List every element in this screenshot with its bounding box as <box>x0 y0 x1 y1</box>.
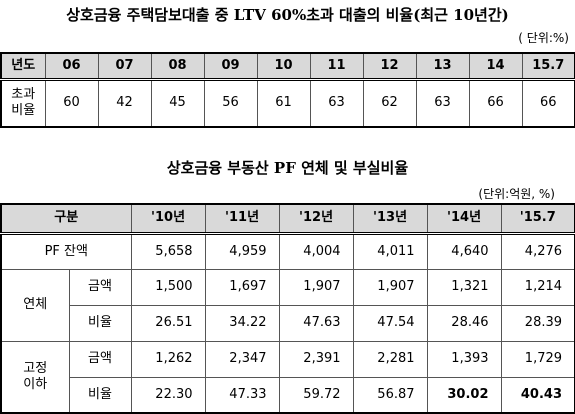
value-cell: 40.43 <box>500 376 575 414</box>
row-label: 금액 <box>68 340 132 378</box>
header-cell: 07 <box>97 52 152 81</box>
header-cell: 년도 <box>0 52 46 81</box>
data-row: 연체 금액 1,500 1,697 1,907 1,907 1,321 1,214 <box>0 268 575 342</box>
value-cell: 34.22 <box>204 304 280 342</box>
value-cell: 47.54 <box>352 304 428 342</box>
value-cell: 1,393 <box>426 340 502 378</box>
row-label: 비율 <box>68 304 132 342</box>
table1-unit: ( 단위:%) <box>518 31 569 45</box>
value-cell: 63 <box>309 78 364 128</box>
value-cell: 1,907 <box>278 268 354 306</box>
table2-title: 상호금융 부동산 PF 연체 및 부실비율 <box>166 159 409 177</box>
header-cell: '13년 <box>352 203 428 235</box>
table1-title: 상호금융 주택담보대출 중 LTV 60%초과 대출의 비율(최근 10년간) <box>66 6 509 24</box>
row-label: PF 잔액 <box>0 232 132 270</box>
value-cell: 2,347 <box>204 340 280 378</box>
ltv-table: 년도 06 07 08 09 10 11 12 13 14 15.7 초과 비율 60 42 45 56 61 63… <box>0 52 575 128</box>
data-row: 초과 비율 60 42 45 56 61 63 62 63 66 66 <box>0 78 575 128</box>
value-cell: 26.51 <box>130 304 206 342</box>
header-cell: '11년 <box>204 203 280 235</box>
value-cell: 66 <box>468 78 523 128</box>
pf-table: 구분 '10년 '11년 '12년 '13년 '14년 '15.7 PF 잔액 5,658 4,9… <box>0 203 575 414</box>
value-cell: 4,959 <box>204 232 280 270</box>
label-line: 연체 <box>23 297 48 312</box>
value-cell: 28.39 <box>500 304 575 342</box>
header-cell: 11 <box>309 52 364 81</box>
row-label: 비율 <box>68 376 132 414</box>
label-line: 이하 <box>23 376 48 392</box>
value-cell: 30.02 <box>426 376 502 414</box>
data-row: 비율 22.30 47.33 59.72 56.87 30.02 40.43 <box>1 376 575 414</box>
header-cell: 14 <box>468 52 523 81</box>
value-cell: 1,729 <box>500 340 575 378</box>
value-cell: 60 <box>44 78 99 128</box>
value-cell: 47.33 <box>204 376 280 414</box>
value-cell: 62 <box>362 78 417 128</box>
group-label: 연체 <box>0 268 70 342</box>
data-row: 고정 이하 금액 1,262 2,347 2,391 2,281 1,393 1,729 <box>0 340 575 414</box>
value-cell: 1,500 <box>130 268 206 306</box>
value-cell: 22.30 <box>130 376 206 414</box>
value-cell: 47.63 <box>278 304 354 342</box>
header-cell: 12 <box>362 52 417 81</box>
value-cell: 4,004 <box>278 232 354 270</box>
data-row: PF 잔액 5,658 4,959 4,004 4,011 4,640 4,276 <box>0 232 575 270</box>
row-label: 금액 <box>68 268 132 306</box>
value-cell: 66 <box>521 78 575 128</box>
label-line: 초과 <box>11 87 36 103</box>
value-cell: 2,391 <box>278 340 354 378</box>
value-cell: 4,276 <box>500 232 575 270</box>
header-row: 년도 06 07 08 09 10 11 12 13 14 15.7 <box>0 52 575 81</box>
value-cell: 1,907 <box>352 268 428 306</box>
row-label: 초과 비율 <box>0 78 46 128</box>
value-cell: 59.72 <box>278 376 354 414</box>
header-cell: '15.7 <box>500 203 575 235</box>
header-cell: 09 <box>203 52 258 81</box>
table2-unit: (단위:억원, %) <box>478 187 555 201</box>
value-cell: 4,640 <box>426 232 502 270</box>
value-cell: 56.87 <box>352 376 428 414</box>
header-cell: '10년 <box>130 203 206 235</box>
value-cell: 1,262 <box>130 340 206 378</box>
value-cell: 42 <box>97 78 152 128</box>
header-cell: 06 <box>44 52 99 81</box>
header-cell: 08 <box>150 52 205 81</box>
header-row: 구분 '10년 '11년 '12년 '13년 '14년 '15.7 <box>0 203 575 235</box>
value-cell: 2,281 <box>352 340 428 378</box>
value-cell: 1,214 <box>500 268 575 306</box>
value-cell: 1,697 <box>204 268 280 306</box>
value-cell: 4,011 <box>352 232 428 270</box>
data-row: 비율 26.51 34.22 47.63 47.54 28.46 28.39 <box>1 304 575 342</box>
value-cell: 45 <box>150 78 205 128</box>
value-cell: 56 <box>203 78 258 128</box>
value-cell: 5,658 <box>130 232 206 270</box>
header-cell: 15.7 <box>521 52 575 81</box>
label-line: 고정 <box>23 360 48 376</box>
value-cell: 63 <box>415 78 470 128</box>
header-cell: 10 <box>256 52 311 81</box>
header-cell: '12년 <box>278 203 354 235</box>
header-cell: 구분 <box>0 203 132 235</box>
value-cell: 61 <box>256 78 311 128</box>
group-label: 고정 이하 <box>0 340 70 414</box>
header-cell: 13 <box>415 52 470 81</box>
label-line: 비율 <box>11 103 36 119</box>
header-cell: '14년 <box>426 203 502 235</box>
value-cell: 1,321 <box>426 268 502 306</box>
value-cell: 28.46 <box>426 304 502 342</box>
